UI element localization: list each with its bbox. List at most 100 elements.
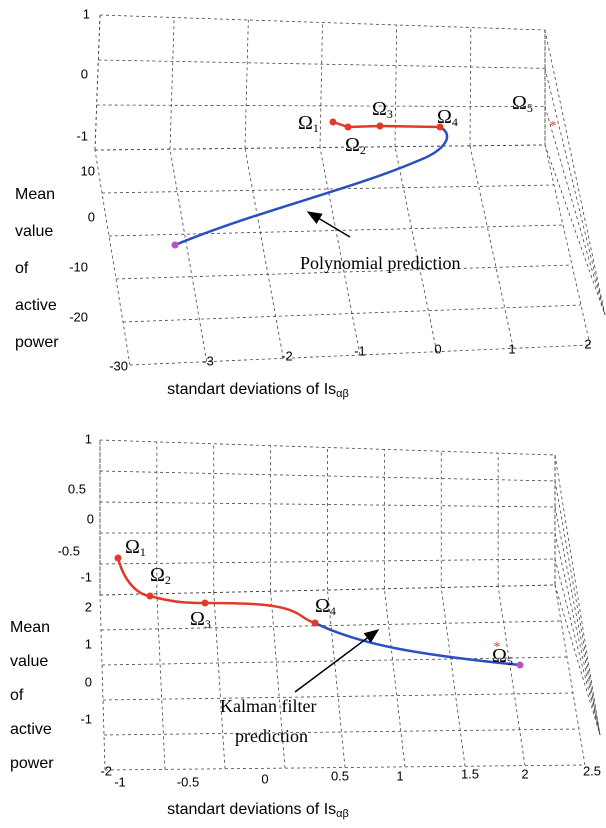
grid-line xyxy=(102,692,574,701)
label-sub: αβ xyxy=(336,388,349,400)
grid-line xyxy=(469,145,514,349)
grid-line xyxy=(554,480,601,736)
end-point xyxy=(516,661,524,669)
grid-line xyxy=(94,14,101,151)
grid-line xyxy=(98,59,546,69)
grid-line xyxy=(319,22,323,148)
x-tick-label: 0.5 xyxy=(331,768,349,783)
z-tick-label: -0.5 xyxy=(58,543,80,558)
annotation: prediction xyxy=(235,726,308,746)
measured-curve xyxy=(116,557,316,625)
point-label: Ω2 xyxy=(150,564,171,587)
grid-line xyxy=(554,558,601,736)
grid-line xyxy=(96,104,546,108)
subscript: 1 xyxy=(140,545,146,559)
symbol: Ω xyxy=(372,98,387,120)
axis-label: power xyxy=(10,755,54,772)
y-tick-label: 2 xyxy=(85,599,92,614)
grid-line xyxy=(99,558,556,565)
z-tick-label: 1 xyxy=(83,6,90,21)
z-tick-label: 0 xyxy=(87,511,94,526)
grid-line xyxy=(99,439,556,456)
x-tick-label: -1 xyxy=(354,343,366,358)
z-tick-label: 0 xyxy=(81,66,88,81)
point-label: Ω3 xyxy=(190,608,211,631)
axis-label: active xyxy=(10,721,52,738)
x-axis-label: standart deviations of Isαβ xyxy=(167,801,349,820)
grid-line xyxy=(156,593,166,770)
grid-line xyxy=(544,68,606,316)
symbol: Ω xyxy=(298,112,313,134)
star: * xyxy=(494,640,501,655)
y-tick-label: -10 xyxy=(69,259,88,274)
x-tick-label: 1 xyxy=(396,768,403,783)
z-tick-label: 0.5 xyxy=(68,481,86,496)
point-label: Ω1 xyxy=(298,112,319,135)
axis-label: value xyxy=(15,223,53,240)
grid-line xyxy=(554,584,586,766)
grid-line xyxy=(169,149,208,362)
grid-line xyxy=(104,764,586,771)
x-tick-label: -3 xyxy=(202,353,214,368)
y-tick-label: -2 xyxy=(100,763,112,778)
grid xyxy=(99,439,601,771)
grid-line xyxy=(554,506,601,736)
symbol: Ω xyxy=(345,134,360,156)
x-tick-label: -1 xyxy=(114,774,126,789)
grid-line xyxy=(394,146,438,352)
annotation: Kalman filter xyxy=(220,696,316,716)
star: * xyxy=(550,119,557,134)
grid-line xyxy=(213,592,226,769)
grid-line xyxy=(99,594,106,771)
point-label: Ω3 xyxy=(372,98,393,121)
point-label: Ω4 xyxy=(315,595,336,618)
y-tick-label: 0 xyxy=(85,674,92,689)
annotation: Polynomial prediction xyxy=(300,253,460,273)
x-tick-label: 1.5 xyxy=(461,766,479,781)
axis-label: Mean xyxy=(10,619,50,636)
measured-curve xyxy=(332,120,441,129)
grid-line xyxy=(544,29,606,316)
label-text: standart deviations of Is xyxy=(167,381,336,398)
grid-line xyxy=(103,728,580,736)
label-text: standart deviations of Is xyxy=(167,801,336,818)
z-tick-label: -1 xyxy=(76,128,88,143)
grid-line xyxy=(394,24,398,147)
y-tick-label: 0 xyxy=(88,209,95,224)
x-tick-label: -2 xyxy=(281,348,293,363)
x-tick-label: 1 xyxy=(508,341,515,356)
subscript: 1 xyxy=(313,121,319,135)
poly-curve xyxy=(174,125,449,247)
grid-line xyxy=(100,620,562,631)
grid-line xyxy=(99,501,556,508)
grid-line xyxy=(544,144,606,316)
point-label: Ω4 xyxy=(437,106,458,129)
x-tick-label: -0.5 xyxy=(177,774,199,789)
grid-line xyxy=(129,344,591,366)
x-tick-label: 0 xyxy=(261,771,268,786)
axis-label: of xyxy=(15,260,29,277)
subscript: 5 xyxy=(507,654,513,668)
arrow xyxy=(306,211,351,238)
grid-line xyxy=(99,584,556,596)
y-tick-label: -30 xyxy=(109,358,128,373)
x-tick-label: 2.5 xyxy=(583,763,601,778)
x-tick-label: 2 xyxy=(521,766,528,781)
y-tick-label: -1 xyxy=(80,711,92,726)
grid-line xyxy=(544,144,591,346)
grid-line xyxy=(94,149,131,366)
grid xyxy=(94,14,606,366)
axis-label: of xyxy=(10,687,24,704)
subscript: 4 xyxy=(330,604,336,618)
grid-line xyxy=(122,304,582,323)
axis-label: power xyxy=(15,334,59,351)
grid-line xyxy=(544,106,606,316)
grid-line xyxy=(554,454,601,736)
kalman-curve xyxy=(314,621,521,667)
point-label: Ω1 xyxy=(125,536,146,559)
grid-line xyxy=(469,27,472,146)
grid-line xyxy=(108,224,564,237)
grid-line xyxy=(554,584,601,736)
label-sub: αβ xyxy=(336,808,349,820)
